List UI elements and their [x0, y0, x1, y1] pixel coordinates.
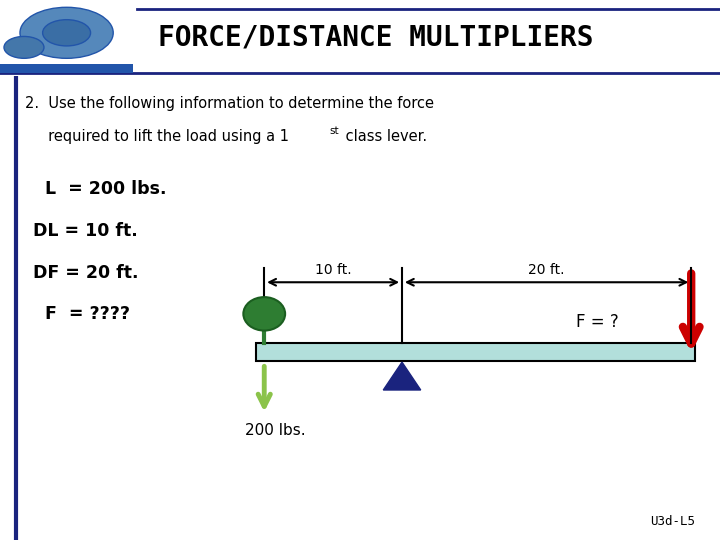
Bar — [0, 64, 133, 73]
Text: required to lift the load using a 1: required to lift the load using a 1 — [25, 129, 289, 144]
Text: 10 ft.: 10 ft. — [315, 262, 351, 276]
Polygon shape — [383, 362, 420, 390]
FancyBboxPatch shape — [256, 342, 695, 361]
Text: F = ?: F = ? — [576, 313, 619, 330]
Circle shape — [4, 36, 44, 58]
Text: 2.  Use the following information to determine the force: 2. Use the following information to dete… — [25, 97, 434, 111]
Text: class lever.: class lever. — [341, 129, 427, 144]
Text: FORCE/DISTANCE MULTIPLIERS: FORCE/DISTANCE MULTIPLIERS — [158, 24, 594, 52]
Text: 20 ft.: 20 ft. — [528, 262, 565, 276]
Text: F  = ????: F = ???? — [27, 306, 130, 323]
Circle shape — [20, 7, 113, 58]
Circle shape — [42, 19, 91, 46]
Text: DL = 10 ft.: DL = 10 ft. — [27, 222, 138, 240]
Text: 200 lbs.: 200 lbs. — [245, 423, 305, 438]
Text: DF = 20 ft.: DF = 20 ft. — [27, 264, 139, 282]
Ellipse shape — [243, 297, 285, 330]
Text: st: st — [330, 126, 339, 136]
Text: L  = 200 lbs.: L = 200 lbs. — [27, 180, 167, 198]
Text: U3d-L5: U3d-L5 — [650, 515, 695, 528]
